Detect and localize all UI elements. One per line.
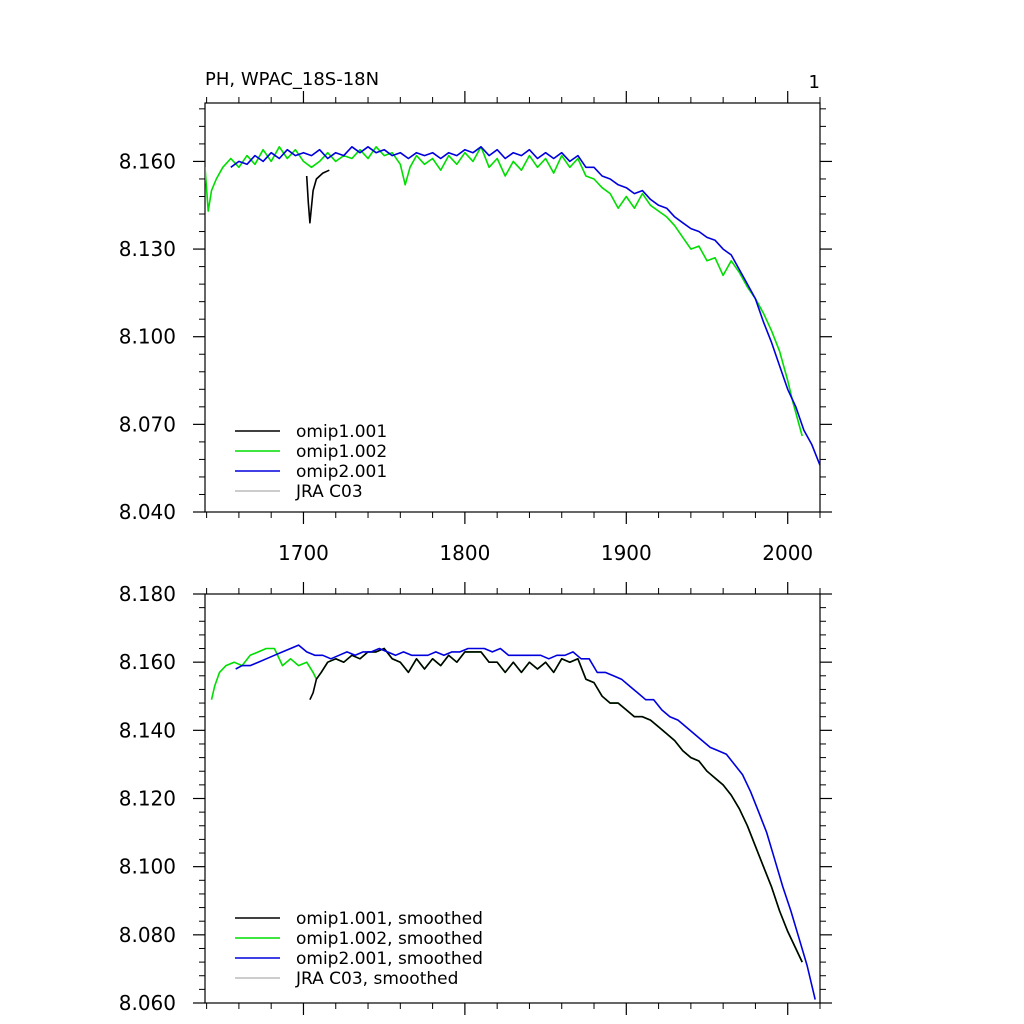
legend-label: omip1.001, smoothed bbox=[296, 909, 483, 929]
series-line-2 bbox=[230, 146, 820, 466]
series-line-1 bbox=[205, 146, 803, 437]
legend-label: omip1.002, smoothed bbox=[296, 929, 483, 949]
x-tick-label: 1900 bbox=[601, 541, 652, 565]
y-tick-label: 8.100 bbox=[119, 855, 176, 879]
legend-label: JRA C03, smoothed bbox=[295, 969, 458, 989]
series-line-0 bbox=[309, 647, 803, 963]
x-tick-label: 2000 bbox=[762, 541, 813, 565]
bottom-panel: 8.060 8.080 8.100 8.120 8.140 8.160 8.180 omip1… bbox=[119, 582, 832, 1015]
x-tick-label: 1800 bbox=[439, 541, 490, 565]
x-tick-label: 1700 bbox=[278, 541, 329, 565]
y-tick-label: 8.060 bbox=[119, 991, 176, 1015]
top-panel: 1700 1800 1900 2000 8.040 8.070 8.100 8.130 8.16… bbox=[119, 91, 832, 565]
y-tick-label: 8.180 bbox=[119, 582, 176, 606]
legend-label: omip1.002 bbox=[296, 442, 387, 462]
chart-title: PH, WPAC_18S-18N bbox=[205, 69, 379, 90]
y-tick-label: 8.160 bbox=[119, 149, 176, 173]
page-number: 1 bbox=[809, 72, 820, 93]
legend-label: omip2.001 bbox=[296, 462, 387, 482]
y-tick-label: 8.040 bbox=[119, 500, 176, 524]
legend-label: JRA C03 bbox=[295, 482, 363, 502]
y-tick-label: 8.070 bbox=[119, 412, 176, 436]
series-line-0 bbox=[305, 169, 330, 224]
y-tick-label: 8.100 bbox=[119, 325, 176, 349]
y-tick-label: 8.160 bbox=[119, 650, 176, 674]
legend-label: omip2.001, smoothed bbox=[296, 949, 483, 969]
y-tick-label: 8.080 bbox=[119, 923, 176, 947]
y-tick-label: 8.140 bbox=[119, 718, 176, 742]
y-tick-label: 8.130 bbox=[119, 237, 176, 261]
series-line-2 bbox=[235, 644, 816, 1000]
legend-label: omip1.001 bbox=[296, 422, 387, 442]
plot-frame bbox=[204, 102, 821, 513]
y-tick-label: 8.120 bbox=[119, 787, 176, 811]
